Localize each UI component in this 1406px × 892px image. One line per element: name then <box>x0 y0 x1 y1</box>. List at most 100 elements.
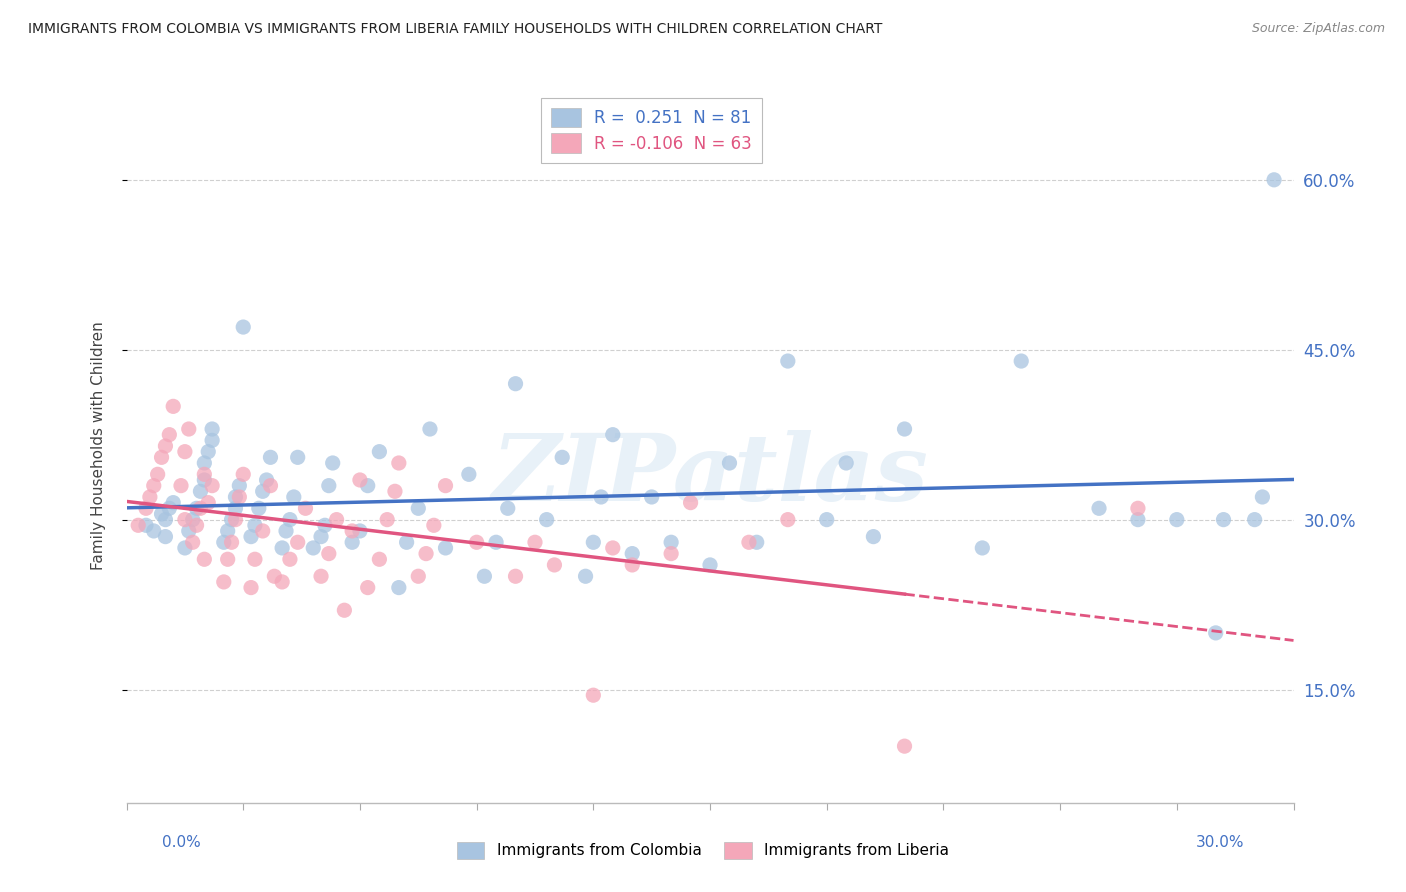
Point <box>408 501 430 516</box>
Point <box>135 501 157 516</box>
Point <box>271 574 294 589</box>
Point <box>457 467 479 482</box>
Point <box>375 513 398 527</box>
Legend: Immigrants from Colombia, Immigrants from Liberia: Immigrants from Colombia, Immigrants fro… <box>451 836 955 864</box>
Point <box>155 439 177 453</box>
Point <box>212 535 235 549</box>
Point <box>186 501 208 516</box>
Point <box>1166 513 1188 527</box>
Point <box>641 490 664 504</box>
Point <box>340 535 363 549</box>
Point <box>190 484 212 499</box>
Point <box>318 478 340 492</box>
Point <box>893 422 915 436</box>
Point <box>142 478 165 492</box>
Point <box>221 535 243 549</box>
Point <box>776 513 799 527</box>
Point <box>314 518 336 533</box>
Y-axis label: Family Households with Children: Family Households with Children <box>91 322 105 570</box>
Point <box>181 535 204 549</box>
Point <box>201 434 224 448</box>
Point <box>259 478 281 492</box>
Point <box>368 552 391 566</box>
Point <box>201 422 224 436</box>
Point <box>252 524 274 538</box>
Text: 0.0%: 0.0% <box>162 836 201 850</box>
Point <box>621 558 644 572</box>
Point <box>201 478 224 492</box>
Point <box>186 518 208 533</box>
Point <box>408 569 430 583</box>
Point <box>322 456 344 470</box>
Point <box>287 535 309 549</box>
Point <box>193 473 215 487</box>
Point <box>349 524 371 538</box>
Point <box>893 739 915 754</box>
Point <box>174 541 197 555</box>
Point <box>1088 501 1111 516</box>
Point <box>423 518 446 533</box>
Point <box>243 518 266 533</box>
Point <box>197 495 219 509</box>
Point <box>217 552 239 566</box>
Point <box>162 400 184 414</box>
Point <box>582 535 605 549</box>
Point <box>551 450 574 465</box>
Point <box>621 547 644 561</box>
Point <box>224 501 246 516</box>
Point <box>384 484 406 499</box>
Point <box>232 320 254 334</box>
Point <box>240 581 263 595</box>
Point <box>415 547 437 561</box>
Point <box>127 518 149 533</box>
Point <box>259 450 281 465</box>
Point <box>536 513 558 527</box>
Point <box>177 524 200 538</box>
Point <box>862 530 884 544</box>
Point <box>197 444 219 458</box>
Point <box>139 490 162 504</box>
Point <box>505 376 527 391</box>
Point <box>1212 513 1234 527</box>
Point <box>357 478 380 492</box>
Point <box>1263 173 1285 187</box>
Point <box>474 569 496 583</box>
Point <box>1205 626 1227 640</box>
Point <box>228 490 250 504</box>
Point <box>325 513 347 527</box>
Point <box>157 501 180 516</box>
Point <box>1010 354 1032 368</box>
Point <box>1251 490 1274 504</box>
Point <box>271 541 294 555</box>
Point <box>465 535 488 549</box>
Point <box>395 535 418 549</box>
Point <box>718 456 741 470</box>
Point <box>349 473 371 487</box>
Point <box>170 478 193 492</box>
Point <box>388 456 411 470</box>
Point <box>256 473 278 487</box>
Point <box>333 603 356 617</box>
Point <box>177 422 200 436</box>
Point <box>193 467 215 482</box>
Point <box>224 513 246 527</box>
Point <box>287 450 309 465</box>
Point <box>485 535 508 549</box>
Point <box>1126 501 1149 516</box>
Point <box>1243 513 1265 527</box>
Point <box>150 450 173 465</box>
Point <box>243 552 266 566</box>
Point <box>679 495 702 509</box>
Point <box>340 524 363 538</box>
Text: ZIPatlas: ZIPatlas <box>492 430 928 519</box>
Point <box>193 552 215 566</box>
Point <box>212 574 235 589</box>
Point <box>190 501 212 516</box>
Point <box>263 569 285 583</box>
Point <box>174 513 197 527</box>
Point <box>738 535 761 549</box>
Point <box>972 541 994 555</box>
Point <box>157 427 180 442</box>
Point <box>591 490 613 504</box>
Point <box>602 427 624 442</box>
